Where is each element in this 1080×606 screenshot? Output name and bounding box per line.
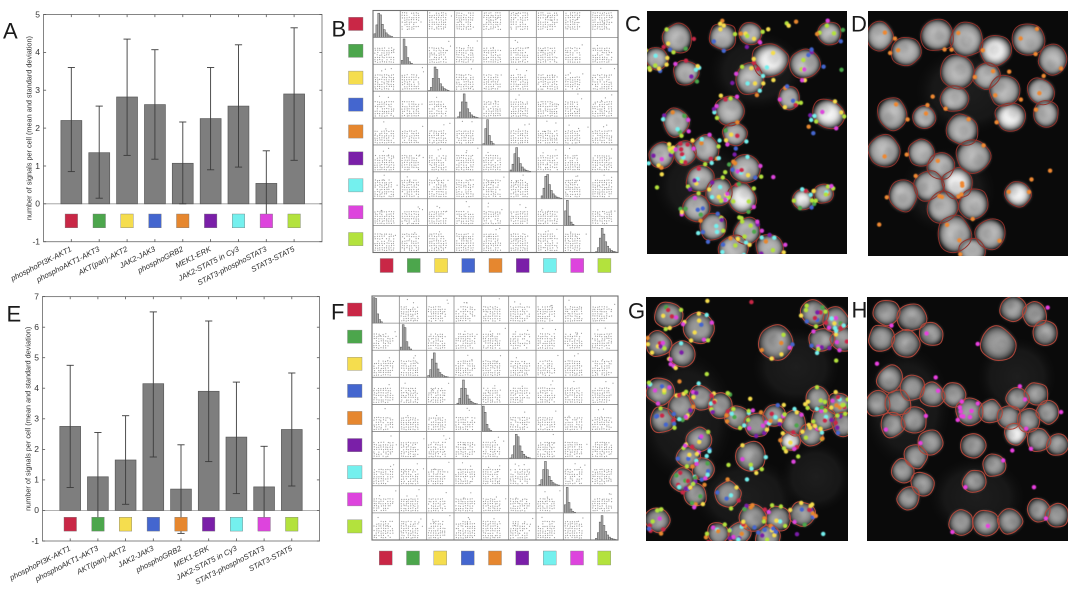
svg-text:4: 4 bbox=[35, 47, 40, 57]
svg-text:5: 5 bbox=[35, 9, 40, 19]
svg-text:6: 6 bbox=[34, 322, 39, 332]
svg-text:number of signals per cell (me: number of signals per cell (mean and sta… bbox=[24, 327, 33, 511]
svg-text:G: G bbox=[628, 299, 645, 324]
svg-text:A: A bbox=[3, 19, 18, 44]
svg-text:B: B bbox=[332, 17, 347, 42]
svg-text:2: 2 bbox=[35, 123, 40, 133]
svg-text:-1: -1 bbox=[31, 536, 39, 546]
svg-text:4: 4 bbox=[34, 383, 39, 393]
svg-text:0: 0 bbox=[35, 199, 40, 209]
svg-text:-1: -1 bbox=[32, 237, 40, 247]
svg-text:C: C bbox=[625, 12, 641, 37]
svg-text:D: D bbox=[851, 12, 867, 37]
svg-text:7: 7 bbox=[34, 291, 39, 301]
svg-text:H: H bbox=[852, 298, 868, 323]
svg-text:F: F bbox=[331, 300, 344, 325]
svg-text:E: E bbox=[7, 302, 22, 327]
svg-text:1: 1 bbox=[35, 161, 40, 171]
svg-text:3: 3 bbox=[34, 414, 39, 424]
svg-text:2: 2 bbox=[34, 444, 39, 454]
svg-text:number of signals per cell (me: number of signals per cell (mean and sta… bbox=[25, 36, 34, 220]
svg-text:3: 3 bbox=[35, 85, 40, 95]
svg-text:0: 0 bbox=[34, 505, 39, 515]
svg-text:1: 1 bbox=[34, 475, 39, 485]
svg-text:5: 5 bbox=[34, 353, 39, 363]
